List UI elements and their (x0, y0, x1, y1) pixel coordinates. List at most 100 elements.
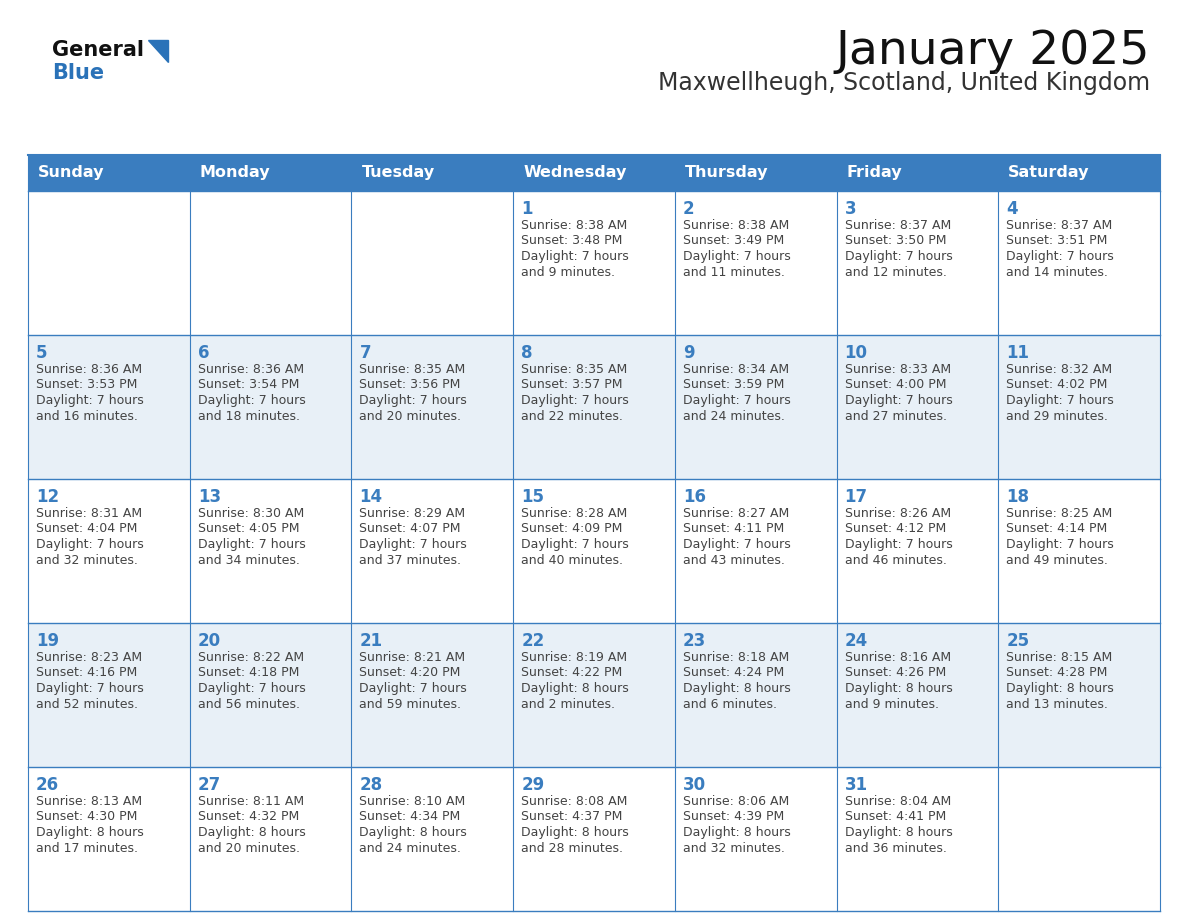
Text: Sunrise: 8:26 AM: Sunrise: 8:26 AM (845, 507, 950, 520)
Text: Friday: Friday (847, 165, 902, 181)
Text: and 12 minutes.: and 12 minutes. (845, 265, 947, 278)
Bar (513, 155, 675, 191)
Text: 9: 9 (683, 344, 695, 362)
Text: Sunset: 4:05 PM: Sunset: 4:05 PM (197, 522, 299, 535)
Text: Sunset: 3:56 PM: Sunset: 3:56 PM (360, 378, 461, 391)
Text: Sunrise: 8:37 AM: Sunrise: 8:37 AM (845, 219, 950, 232)
Text: and 37 minutes.: and 37 minutes. (360, 554, 461, 566)
Bar (998, 767, 1159, 911)
Text: Daylight: 8 hours: Daylight: 8 hours (845, 682, 953, 695)
Text: Sunset: 4:30 PM: Sunset: 4:30 PM (36, 811, 138, 823)
Text: 27: 27 (197, 776, 221, 794)
Text: Sunset: 4:11 PM: Sunset: 4:11 PM (683, 522, 784, 535)
Text: Sunset: 4:26 PM: Sunset: 4:26 PM (845, 666, 946, 679)
Text: Sunrise: 8:28 AM: Sunrise: 8:28 AM (522, 507, 627, 520)
Bar (352, 479, 513, 623)
Text: Sunrise: 8:37 AM: Sunrise: 8:37 AM (1006, 219, 1112, 232)
Text: and 36 minutes.: and 36 minutes. (845, 842, 947, 855)
Bar (513, 479, 675, 623)
Text: Sunset: 4:07 PM: Sunset: 4:07 PM (360, 522, 461, 535)
Text: Daylight: 8 hours: Daylight: 8 hours (1006, 682, 1114, 695)
Text: Daylight: 7 hours: Daylight: 7 hours (197, 538, 305, 551)
Text: 16: 16 (683, 488, 706, 506)
Text: 30: 30 (683, 776, 706, 794)
Bar (352, 623, 513, 767)
Bar (190, 623, 352, 767)
Text: and 24 minutes.: and 24 minutes. (683, 409, 785, 422)
Bar (190, 335, 352, 479)
Text: Sunrise: 8:22 AM: Sunrise: 8:22 AM (197, 651, 304, 664)
Text: Maxwellheugh, Scotland, United Kingdom: Maxwellheugh, Scotland, United Kingdom (658, 71, 1150, 95)
Text: Daylight: 7 hours: Daylight: 7 hours (845, 250, 953, 263)
Text: January 2025: January 2025 (835, 28, 1150, 73)
Text: and 32 minutes.: and 32 minutes. (683, 842, 785, 855)
Text: 12: 12 (36, 488, 59, 506)
Text: 19: 19 (36, 632, 59, 650)
Text: Sunrise: 8:31 AM: Sunrise: 8:31 AM (36, 507, 143, 520)
Text: Daylight: 7 hours: Daylight: 7 hours (845, 538, 953, 551)
Bar (675, 767, 836, 911)
Text: Sunset: 4:14 PM: Sunset: 4:14 PM (1006, 522, 1107, 535)
Text: 10: 10 (845, 344, 867, 362)
Text: 1: 1 (522, 200, 532, 218)
Text: and 18 minutes.: and 18 minutes. (197, 409, 299, 422)
Text: Daylight: 8 hours: Daylight: 8 hours (36, 826, 144, 839)
Bar (836, 155, 998, 191)
Text: Daylight: 8 hours: Daylight: 8 hours (845, 826, 953, 839)
Text: Sunset: 4:12 PM: Sunset: 4:12 PM (845, 522, 946, 535)
Text: Daylight: 7 hours: Daylight: 7 hours (522, 538, 628, 551)
Bar (998, 155, 1159, 191)
Text: Sunrise: 8:04 AM: Sunrise: 8:04 AM (845, 795, 950, 808)
Text: Sunrise: 8:36 AM: Sunrise: 8:36 AM (197, 363, 304, 376)
Bar (352, 767, 513, 911)
Text: Daylight: 7 hours: Daylight: 7 hours (36, 394, 144, 407)
Text: and 59 minutes.: and 59 minutes. (360, 698, 461, 711)
Text: and 32 minutes.: and 32 minutes. (36, 554, 138, 566)
Text: and 29 minutes.: and 29 minutes. (1006, 409, 1108, 422)
Bar (29, 155, 190, 191)
Text: Daylight: 8 hours: Daylight: 8 hours (683, 826, 790, 839)
Text: Sunrise: 8:16 AM: Sunrise: 8:16 AM (845, 651, 950, 664)
Text: 23: 23 (683, 632, 706, 650)
Bar (29, 767, 190, 911)
Bar (998, 335, 1159, 479)
Text: Daylight: 7 hours: Daylight: 7 hours (360, 394, 467, 407)
Bar (513, 623, 675, 767)
Bar (513, 767, 675, 911)
Text: and 2 minutes.: and 2 minutes. (522, 698, 615, 711)
Text: Daylight: 7 hours: Daylight: 7 hours (845, 394, 953, 407)
Text: Sunrise: 8:34 AM: Sunrise: 8:34 AM (683, 363, 789, 376)
Text: Sunset: 3:50 PM: Sunset: 3:50 PM (845, 234, 946, 248)
Text: and 28 minutes.: and 28 minutes. (522, 842, 624, 855)
Text: and 20 minutes.: and 20 minutes. (197, 842, 299, 855)
Text: Blue: Blue (52, 63, 105, 83)
Text: Sunrise: 8:06 AM: Sunrise: 8:06 AM (683, 795, 789, 808)
Text: and 46 minutes.: and 46 minutes. (845, 554, 947, 566)
Text: Daylight: 7 hours: Daylight: 7 hours (197, 394, 305, 407)
Text: Sunrise: 8:15 AM: Sunrise: 8:15 AM (1006, 651, 1112, 664)
Text: and 40 minutes.: and 40 minutes. (522, 554, 624, 566)
Text: Daylight: 7 hours: Daylight: 7 hours (683, 394, 790, 407)
Text: Sunset: 3:51 PM: Sunset: 3:51 PM (1006, 234, 1107, 248)
Text: Sunrise: 8:29 AM: Sunrise: 8:29 AM (360, 507, 466, 520)
Text: Daylight: 8 hours: Daylight: 8 hours (522, 826, 628, 839)
Text: Sunset: 4:37 PM: Sunset: 4:37 PM (522, 811, 623, 823)
Text: Sunrise: 8:25 AM: Sunrise: 8:25 AM (1006, 507, 1112, 520)
Text: Sunday: Sunday (38, 165, 105, 181)
Text: Sunrise: 8:33 AM: Sunrise: 8:33 AM (845, 363, 950, 376)
Text: Sunset: 3:53 PM: Sunset: 3:53 PM (36, 378, 138, 391)
Text: 14: 14 (360, 488, 383, 506)
Text: Daylight: 7 hours: Daylight: 7 hours (522, 250, 628, 263)
Bar (675, 191, 836, 335)
Text: Daylight: 7 hours: Daylight: 7 hours (522, 394, 628, 407)
Text: Sunset: 4:04 PM: Sunset: 4:04 PM (36, 522, 138, 535)
Text: Sunset: 4:20 PM: Sunset: 4:20 PM (360, 666, 461, 679)
Text: Sunrise: 8:23 AM: Sunrise: 8:23 AM (36, 651, 143, 664)
Bar (352, 155, 513, 191)
Text: Daylight: 7 hours: Daylight: 7 hours (683, 538, 790, 551)
Text: Daylight: 7 hours: Daylight: 7 hours (1006, 538, 1114, 551)
Bar (513, 191, 675, 335)
Text: 7: 7 (360, 344, 371, 362)
Text: Daylight: 8 hours: Daylight: 8 hours (197, 826, 305, 839)
Text: 18: 18 (1006, 488, 1029, 506)
